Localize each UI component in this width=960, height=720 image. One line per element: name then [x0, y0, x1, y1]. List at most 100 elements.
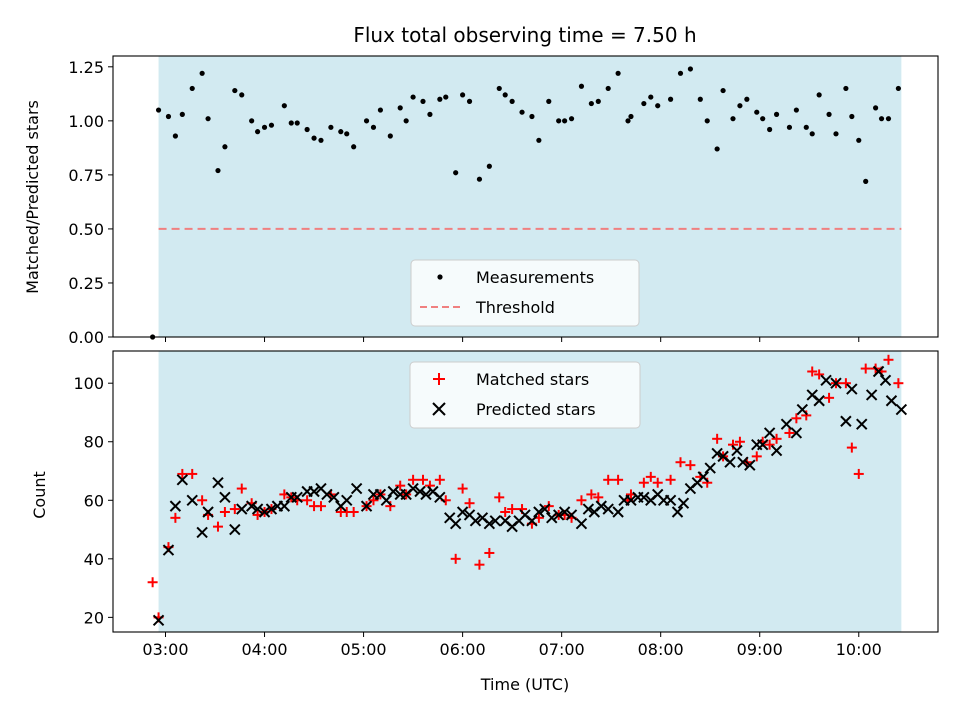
x-tick-label: 08:00 [638, 640, 684, 659]
measurement-point [363, 118, 370, 124]
measurement-point [377, 107, 384, 113]
predicted-star-point [846, 383, 858, 395]
matched-star-point [613, 474, 624, 485]
predicted-star-point [212, 477, 224, 489]
matched-star-point [665, 474, 676, 485]
matched-star-point [645, 471, 656, 482]
measurement-point [826, 111, 832, 117]
x-tick-label: 03:00 [142, 640, 188, 659]
measurement-point [730, 116, 736, 122]
measurement-point [387, 133, 393, 139]
measurement-point [849, 113, 855, 120]
predicted-star-point [387, 485, 399, 498]
predicted-star-point [483, 517, 496, 530]
predicted-star-point [360, 500, 373, 512]
measurement-point [744, 96, 750, 102]
measurement-point [179, 111, 185, 117]
predicted-stars-legend-marker [432, 402, 446, 416]
measurement-point [318, 137, 324, 143]
measurement-point [453, 170, 459, 176]
matched-star-point [484, 547, 495, 558]
predicted-star-point [813, 395, 825, 407]
predicted-star-point [526, 515, 538, 527]
measurement-point [816, 92, 822, 98]
measurement-point [519, 109, 525, 115]
matched-star-point [840, 378, 851, 389]
matched-star-point [727, 439, 738, 450]
predicted-star-point [565, 509, 578, 521]
predicted-star-point [196, 526, 208, 539]
matched-star-point [474, 559, 485, 570]
measurement-point [595, 98, 601, 104]
measurement-point [165, 113, 172, 120]
y-tick-label: 0.75 [68, 166, 104, 185]
predicted-star-point [780, 418, 793, 430]
predicted-star-point [546, 512, 558, 524]
measurement-point [199, 70, 205, 76]
matched-star-point [212, 521, 223, 532]
matched-star-point [368, 495, 379, 506]
matched-star-point [801, 410, 812, 421]
predicted-star-point [879, 374, 892, 386]
measurement-point [895, 85, 901, 92]
measurement-point [239, 92, 245, 98]
measurement-point [215, 167, 221, 174]
predicted-star-point [176, 474, 189, 486]
measurement-point [809, 131, 815, 137]
measurement-point [496, 85, 502, 92]
predicted-star-point [456, 506, 469, 518]
measurement-point [466, 98, 473, 104]
matched-star-point [408, 474, 419, 485]
predicted-star-point [865, 389, 878, 401]
predicted-star-point [265, 503, 278, 515]
y-tick-label: 20 [84, 608, 104, 627]
predicted-star-point [872, 365, 885, 378]
matched-star-point [853, 468, 864, 479]
matched-star-point [434, 474, 445, 485]
measurement-point [605, 85, 611, 92]
matched-star-point [385, 501, 396, 512]
top-y-axis-label: Matched/Predicted stars [23, 100, 42, 294]
matched-star-point [507, 504, 518, 515]
measurement-point [856, 137, 862, 143]
bottom-x-axis-label: Time (UTC) [480, 675, 569, 694]
measurement-point [509, 98, 515, 104]
measurements-legend-label: Measurements [476, 268, 594, 287]
measurement-point [697, 96, 703, 102]
measurement-point [370, 124, 377, 130]
predicted-star-point [152, 614, 165, 626]
measurement-point [249, 118, 255, 124]
measurement-point [155, 107, 162, 113]
matched-star-point [586, 489, 597, 500]
measurement-point [189, 85, 195, 92]
predicted-star-point [895, 403, 908, 416]
matched-star-point [229, 504, 240, 515]
matched-star-point [764, 439, 775, 450]
predicted-star-point [552, 509, 565, 521]
matched-star-point [860, 363, 871, 374]
top-x-axis [164, 337, 860, 342]
measurement-point [562, 118, 568, 124]
predicted-star-point [278, 500, 291, 512]
predicted-star-point [595, 500, 607, 512]
measurement-point [793, 107, 799, 113]
predicted-star-point [697, 471, 709, 483]
predicted-star-point [790, 427, 803, 439]
measurement-point [720, 87, 726, 94]
predicted-star-point [251, 503, 264, 515]
predicted-star-point [704, 462, 716, 474]
measurement-point [878, 116, 885, 122]
matched-star-point [395, 480, 406, 491]
predicted-star-point [341, 494, 353, 506]
predicted-star-point [186, 494, 198, 506]
predicted-star-point [677, 497, 690, 509]
measurement-point [615, 70, 621, 76]
matched-star-point [846, 442, 857, 453]
predicted-star-point [539, 503, 551, 515]
matched-star-point [638, 477, 649, 488]
measurement-point [714, 146, 720, 152]
measurement-point [863, 178, 869, 184]
measurement-point [677, 70, 684, 76]
predicted-star-point [671, 506, 684, 518]
predicted-star-point [308, 485, 320, 498]
